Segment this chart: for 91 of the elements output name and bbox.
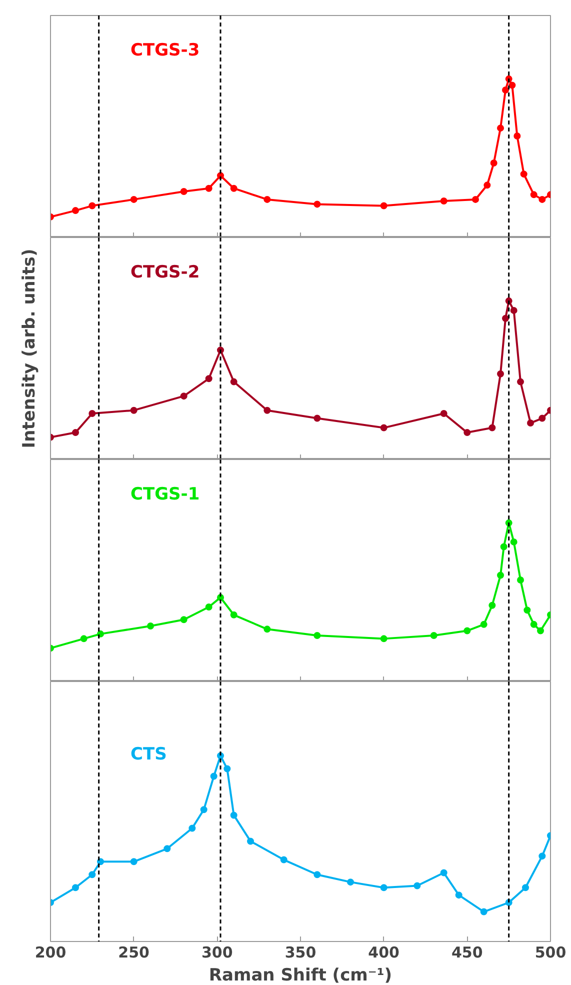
point bbox=[264, 196, 271, 203]
x-tick-label: 450 bbox=[452, 944, 483, 962]
point bbox=[347, 878, 354, 886]
point bbox=[280, 856, 288, 864]
x-tick-label: 400 bbox=[368, 944, 400, 962]
point bbox=[538, 196, 546, 203]
point bbox=[380, 202, 388, 210]
point bbox=[480, 908, 488, 916]
point bbox=[130, 196, 138, 203]
text: CTGS-3 bbox=[130, 40, 200, 60]
point bbox=[230, 378, 238, 386]
point bbox=[72, 429, 79, 436]
point bbox=[455, 892, 462, 899]
point bbox=[264, 406, 271, 414]
point bbox=[72, 884, 79, 892]
point bbox=[497, 124, 504, 132]
point bbox=[314, 414, 321, 422]
x-tick-label: 350 bbox=[284, 944, 316, 962]
point bbox=[490, 159, 498, 166]
point bbox=[80, 635, 88, 642]
point bbox=[88, 871, 96, 878]
x-axis-title: Raman Shift (cm⁻¹) bbox=[208, 966, 392, 985]
point bbox=[514, 132, 521, 140]
point bbox=[130, 858, 138, 866]
text: CTGS-2 bbox=[130, 262, 200, 282]
point bbox=[210, 772, 218, 780]
point bbox=[488, 602, 496, 609]
point bbox=[224, 765, 231, 772]
point bbox=[484, 182, 491, 189]
point bbox=[205, 375, 212, 382]
point bbox=[530, 191, 538, 198]
point bbox=[164, 845, 171, 852]
point bbox=[205, 603, 212, 610]
point bbox=[497, 370, 504, 378]
point bbox=[464, 429, 471, 436]
point bbox=[380, 884, 388, 892]
point bbox=[440, 869, 448, 876]
point bbox=[264, 626, 271, 633]
point bbox=[502, 314, 509, 322]
point bbox=[524, 606, 531, 614]
point bbox=[480, 620, 488, 628]
point bbox=[200, 806, 208, 814]
point bbox=[517, 378, 524, 386]
point bbox=[230, 812, 238, 819]
point bbox=[508, 82, 516, 89]
point bbox=[510, 306, 518, 314]
point bbox=[97, 630, 104, 638]
point bbox=[314, 871, 321, 878]
point bbox=[130, 406, 138, 414]
point bbox=[430, 632, 438, 640]
y-axis-title: Intensity (arb. units) bbox=[20, 248, 40, 448]
point bbox=[472, 196, 479, 203]
point bbox=[440, 198, 448, 205]
point bbox=[188, 824, 196, 832]
point bbox=[502, 86, 509, 94]
text: CTS bbox=[130, 744, 167, 764]
point bbox=[497, 572, 504, 579]
point bbox=[530, 620, 538, 628]
x-tick-label: 300 bbox=[202, 944, 233, 962]
x-tick-label: 200 bbox=[34, 944, 66, 962]
x-tick-label: 500 bbox=[534, 944, 566, 962]
point bbox=[88, 410, 96, 418]
point bbox=[380, 424, 388, 432]
point bbox=[230, 611, 238, 618]
point bbox=[488, 424, 496, 432]
point bbox=[380, 635, 388, 642]
point bbox=[72, 207, 79, 214]
point bbox=[205, 184, 212, 192]
point bbox=[180, 616, 188, 624]
point bbox=[520, 170, 528, 178]
point bbox=[440, 410, 448, 418]
point bbox=[230, 184, 238, 192]
point bbox=[538, 852, 546, 860]
point bbox=[464, 627, 471, 634]
point bbox=[538, 414, 546, 422]
point bbox=[88, 202, 96, 210]
point bbox=[414, 882, 421, 890]
point bbox=[314, 200, 321, 208]
point bbox=[180, 392, 188, 400]
point bbox=[180, 188, 188, 196]
point bbox=[314, 632, 321, 640]
point bbox=[537, 627, 544, 634]
point bbox=[527, 420, 534, 427]
point bbox=[500, 543, 508, 550]
point bbox=[147, 622, 154, 630]
point bbox=[522, 884, 529, 892]
point bbox=[510, 538, 518, 546]
point bbox=[517, 576, 524, 584]
text: CTGS-1 bbox=[130, 484, 200, 504]
x-tick-label: 250 bbox=[118, 944, 150, 962]
point bbox=[247, 838, 254, 845]
